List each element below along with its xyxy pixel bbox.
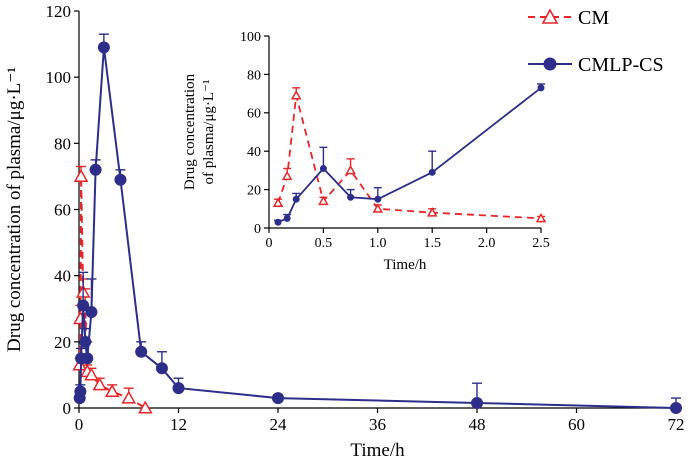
data-point (85, 306, 98, 319)
data-point (319, 164, 327, 172)
data-point (77, 299, 90, 312)
data-point (73, 168, 89, 182)
y-axis-label: Drug concentration (182, 73, 198, 190)
y-tick-label: 100 (240, 30, 261, 45)
y-tick-label: 60 (247, 107, 261, 122)
series-line (277, 95, 542, 220)
data-point (670, 402, 682, 414)
data-point (272, 392, 284, 405)
data-point (138, 400, 153, 414)
y-tick-label: 40 (54, 267, 71, 286)
x-tick-label: 48 (469, 415, 486, 434)
data-point (97, 41, 110, 54)
series-cmlp-cs (274, 83, 545, 226)
data-point (374, 195, 382, 203)
x-tick-label: 60 (568, 415, 585, 434)
y-tick-label: 0 (63, 399, 72, 418)
data-point (292, 195, 300, 203)
data-point (372, 203, 384, 213)
data-point (272, 197, 284, 207)
data-point (281, 170, 293, 181)
chart-inset: 0 0.5 1.0 1.5 2.0 2.5 0 20 40 60 80 100 Time/h Drug c… (182, 30, 550, 273)
data-point (121, 390, 137, 404)
x-tick-label: 72 (668, 415, 685, 434)
data-point (81, 352, 94, 365)
data-point (318, 195, 329, 206)
legend-marker (543, 57, 557, 71)
data-point (274, 218, 282, 226)
y-tick-label: 80 (247, 68, 261, 83)
x-axis-label: Time/h (350, 440, 405, 461)
data-point (74, 385, 87, 398)
y-axis-label: of plasma/μg·L⁻¹ (201, 79, 217, 184)
data-point (283, 214, 291, 222)
x-tick-label: 1.0 (369, 236, 387, 251)
y-tick-label: 20 (54, 333, 71, 352)
data-point (79, 335, 92, 348)
data-point (426, 207, 438, 217)
y-tick-label: 120 (46, 2, 72, 21)
data-point (535, 212, 547, 223)
x-tick-label: 24 (270, 415, 288, 434)
legend-label: CMLP-CS (578, 54, 664, 76)
x-tick-label: 36 (369, 415, 386, 434)
x-tick-label: 2.0 (478, 236, 496, 251)
data-point (347, 193, 355, 201)
series-line (277, 87, 542, 224)
data-point (114, 173, 127, 186)
y-tick-label: 80 (54, 134, 71, 153)
data-point (471, 397, 483, 410)
y-tick-label: 100 (46, 68, 72, 87)
series-line (78, 176, 146, 409)
series-line (78, 47, 677, 409)
data-point (172, 382, 185, 395)
data-point (428, 168, 436, 176)
data-point (84, 367, 99, 381)
data-point (537, 84, 545, 92)
data-point (290, 89, 302, 100)
y-tick-label: 0 (254, 222, 261, 237)
series-cm (72, 165, 153, 414)
data-point (135, 345, 148, 358)
data-point (72, 357, 87, 371)
x-tick-label: 0 (75, 415, 84, 434)
data-point (92, 377, 108, 391)
x-tick-label: 1.5 (423, 236, 441, 251)
legend: CM CMLP-CS (528, 7, 664, 76)
series-cm (272, 87, 547, 223)
legend-label: CM (578, 7, 609, 29)
x-tick-label: 0 (266, 236, 273, 251)
x-tick-label: 2.5 (532, 236, 550, 251)
data-point (345, 164, 356, 175)
x-tick-label: 0.5 (315, 236, 333, 251)
y-tick-label: 40 (247, 145, 261, 160)
y-tick-label: 20 (247, 184, 261, 199)
y-axis-label: Drug concentration of plasma/μg·L⁻¹ (4, 67, 25, 352)
data-point (104, 383, 120, 398)
series-cmlp-cs (73, 33, 682, 414)
chart-main: 0 12 24 36 48 60 72 0 20 40 60 80 100 120 Time/h Drug c… (4, 2, 685, 461)
legend-marker (541, 8, 559, 24)
data-point (89, 163, 102, 176)
x-tick-label: 12 (170, 415, 187, 434)
data-point (155, 362, 168, 375)
x-axis-label: Time/h (384, 257, 427, 273)
y-tick-label: 60 (54, 200, 71, 219)
